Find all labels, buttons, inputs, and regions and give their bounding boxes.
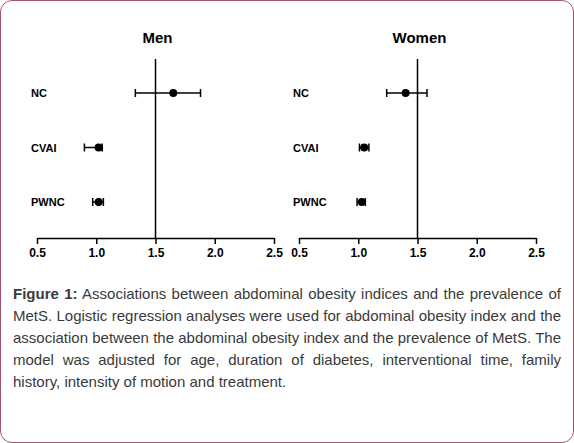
tick-mark — [37, 238, 39, 244]
tick: 2.0 — [207, 238, 224, 260]
caption: Figure 1: Associations between abdominal… — [13, 283, 561, 393]
error-cap-high — [426, 89, 428, 97]
tick-label: 2.0 — [469, 246, 486, 260]
tick-label: 2.0 — [207, 246, 224, 260]
tick: 0.5 — [29, 238, 46, 260]
tick: 2.5 — [528, 238, 545, 260]
error-cap-low — [359, 144, 361, 152]
chart-title: Women — [393, 29, 447, 46]
tick-label: 1.0 — [88, 246, 105, 260]
tick: 1.5 — [410, 238, 427, 260]
error-cap-low — [84, 144, 86, 152]
point-estimate — [402, 89, 410, 97]
tick: 1.0 — [350, 238, 367, 260]
caption-text: Associations between abdominal obesity i… — [13, 285, 561, 390]
tick-label: 1.0 — [350, 246, 367, 260]
x-axis: 0.5 1.0 1.5 2.0 2.5 — [291, 238, 545, 260]
error-cap-high — [200, 89, 202, 97]
error-cap-low — [135, 89, 137, 97]
tick-label: 1.5 — [410, 246, 427, 260]
tick-mark — [215, 238, 217, 244]
tick: 2.0 — [469, 238, 486, 260]
reference-line — [155, 59, 157, 238]
tick: 1.5 — [148, 238, 165, 260]
category-label: NC — [293, 87, 309, 99]
chart-title: Men — [143, 29, 173, 46]
figure-frame: Men 0.5 1.0 1.5 2.0 2.5 NC CVAI PWNC Women 0.5 1.0 1… — [0, 0, 574, 443]
tick-label: 2.5 — [266, 246, 283, 260]
category-label: CVAI — [31, 142, 56, 154]
tick-label: 1.5 — [148, 246, 165, 260]
tick-mark — [155, 238, 157, 244]
tick: 0.5 — [291, 238, 308, 260]
marks — [84, 59, 200, 238]
panel: Men 0.5 1.0 1.5 2.0 2.5 NC CVAI PWNC — [29, 29, 283, 260]
tick-label: 0.5 — [291, 246, 308, 260]
point-estimate — [169, 89, 177, 97]
tick: 1.0 — [88, 238, 105, 260]
error-cap-high — [103, 198, 105, 206]
point-estimate — [360, 144, 368, 152]
caption-label: Figure 1: — [13, 285, 78, 302]
marks — [357, 59, 427, 238]
reference-line — [417, 59, 419, 238]
panel: Women 0.5 1.0 1.5 2.0 2.5 NC CVAI PWNC — [291, 29, 545, 260]
tick-mark — [477, 238, 479, 244]
tick-mark — [96, 238, 98, 244]
tick-label: 2.5 — [528, 246, 545, 260]
point-estimate — [358, 198, 366, 206]
tick-mark — [299, 238, 301, 244]
x-axis: 0.5 1.0 1.5 2.0 2.5 — [29, 238, 283, 260]
chart-svg: Men 0.5 1.0 1.5 2.0 2.5 NC CVAI PWNC Women 0.5 1.0 1… — [1, 1, 573, 273]
error-cap-low — [386, 89, 388, 97]
tick: 2.5 — [266, 238, 283, 260]
error-bar — [135, 92, 200, 94]
category-label: NC — [31, 87, 47, 99]
error-cap-low — [92, 198, 94, 206]
point-estimate — [95, 144, 103, 152]
point-estimate — [95, 198, 103, 206]
category-label: PWNC — [31, 196, 65, 208]
tick-mark — [358, 238, 360, 244]
tick-mark — [417, 238, 419, 244]
error-cap-low — [356, 198, 358, 206]
category-label: CVAI — [293, 142, 318, 154]
error-cap-high — [368, 144, 370, 152]
tick-label: 0.5 — [29, 246, 46, 260]
tick-mark — [536, 238, 538, 244]
tick-mark — [274, 238, 276, 244]
category-label: PWNC — [293, 196, 327, 208]
